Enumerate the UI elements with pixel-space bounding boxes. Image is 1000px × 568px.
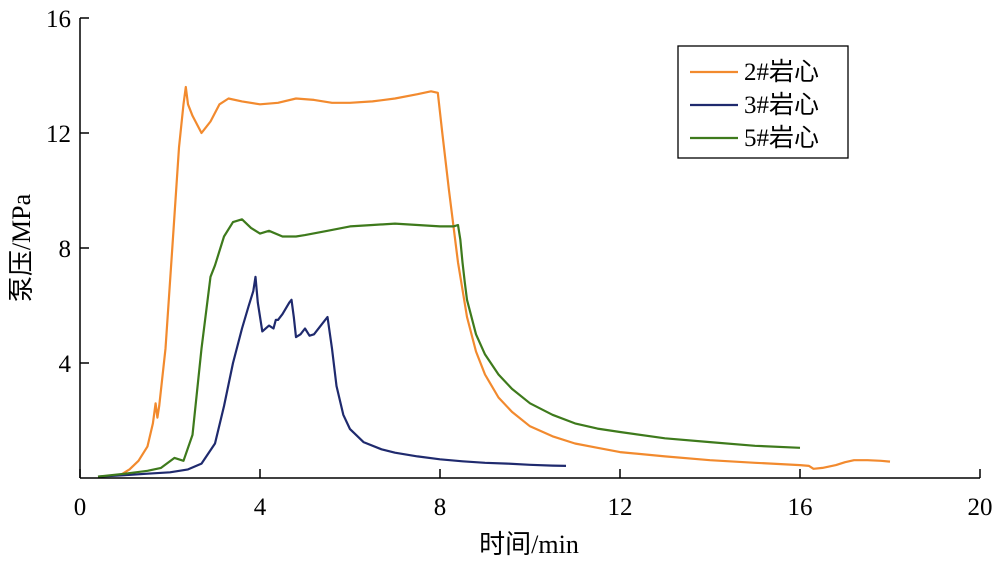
plot-lines [97,85,891,478]
y-tick-label: 16 [46,6,71,33]
series-line-1 [119,85,891,477]
y-axis-title: 泵压/MPa [7,193,36,302]
ticks: 0 4 8 12 16 20 4 8 12 16 [46,6,993,521]
y-tick-label: 4 [59,351,72,378]
legend-label-3: 5#岩心 [744,124,819,152]
x-tick-label: 0 [74,494,87,521]
x-axis-title: 时间/min [479,530,579,559]
x-tick-label: 16 [788,494,813,521]
y-tick-label: 12 [46,121,71,148]
legend: 2#岩心 3#岩心 5#岩心 [677,45,849,159]
x-tick-label: 4 [254,494,267,521]
legend-box [677,45,849,159]
series-line-3 [97,218,801,478]
x-tick-label: 8 [434,494,447,521]
x-tick-label: 20 [968,494,993,521]
series-line-2 [97,275,567,478]
y-tick-label: 8 [59,236,72,263]
legend-label-2: 3#岩心 [744,91,819,119]
legend-label-1: 2#岩心 [744,58,819,86]
x-tick-label: 12 [608,494,633,521]
